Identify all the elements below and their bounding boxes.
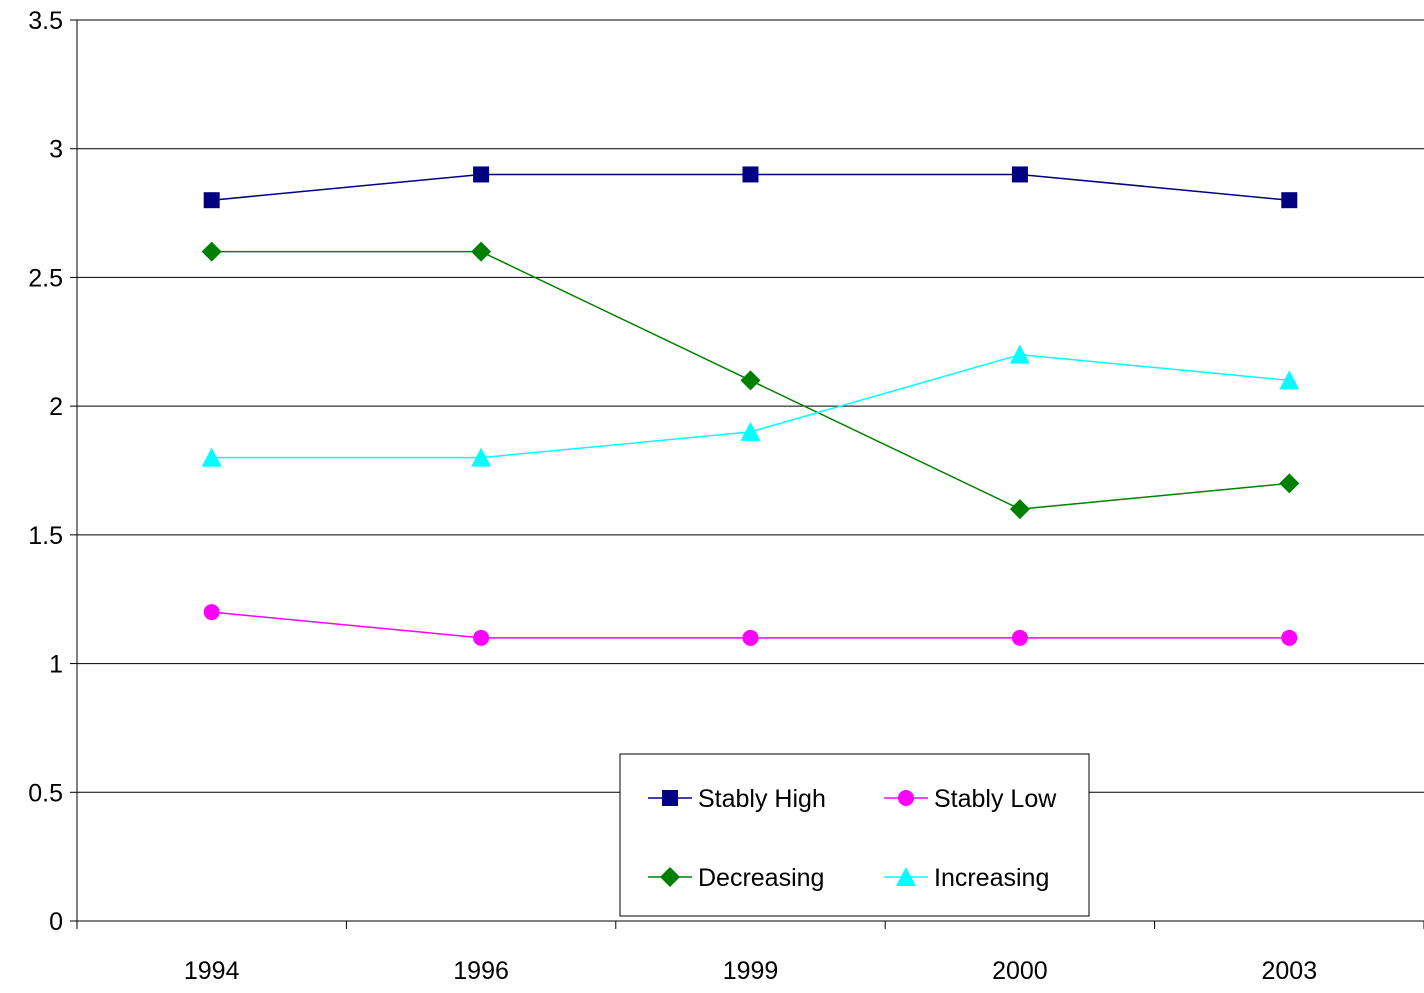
series-stably-high	[203, 166, 1298, 209]
y-tick-label-5: 2.5	[28, 264, 63, 292]
point-stably-high-2003	[1281, 192, 1298, 209]
legend-marker-increasing	[896, 867, 916, 886]
legend-marker-stably-low	[898, 790, 914, 806]
legend-label-stably-high: Stably High	[698, 785, 826, 813]
point-decreasing-1996	[471, 241, 492, 262]
point-stably-low-1996	[473, 629, 490, 646]
series-decreasing	[201, 241, 1300, 520]
axes: 0 0.5 1 1.5 2 2.5 3 3.5 1994 1996 1999 2000 2003	[28, 7, 1424, 985]
legend-marker-decreasing	[660, 867, 680, 887]
legend-item-decreasing: Decreasing	[648, 864, 824, 892]
point-increasing-2003	[1279, 370, 1300, 390]
point-decreasing-1999	[740, 370, 761, 391]
point-stably-low-2000	[1011, 629, 1028, 646]
point-stably-high-1999	[742, 166, 759, 183]
legend-label-increasing: Increasing	[934, 864, 1049, 892]
series	[201, 166, 1300, 646]
point-stably-low-1994	[203, 604, 220, 621]
y-tick-label-0: 0	[49, 908, 63, 936]
point-increasing-1994	[201, 447, 222, 467]
point-decreasing-2003	[1279, 473, 1300, 494]
point-stably-high-1996	[473, 166, 490, 183]
x-tick-label-1: 1996	[453, 957, 509, 985]
legend-item-stably-low: Stably Low	[884, 785, 1057, 813]
point-stably-high-1994	[203, 192, 220, 209]
point-increasing-1996	[471, 447, 492, 467]
legend-label-stably-low: Stably Low	[934, 785, 1057, 813]
point-increasing-1999	[740, 421, 761, 441]
legend: Stably High Stably Low Decreasing Increasin…	[619, 753, 1090, 917]
y-tick-label-1: 0.5	[28, 779, 63, 807]
point-stably-high-2000	[1011, 166, 1028, 183]
point-decreasing-2000	[1009, 499, 1030, 520]
legend-item-stably-high: Stably High	[648, 785, 826, 813]
y-tick-label-4: 2	[49, 393, 63, 421]
point-decreasing-1994	[201, 241, 222, 262]
x-tick-label-0: 1994	[184, 957, 240, 985]
y-tick-label-6: 3	[49, 136, 63, 164]
series-stably-low	[203, 604, 1298, 646]
point-stably-low-1999	[742, 629, 759, 646]
legend-item-increasing: Increasing	[884, 864, 1049, 892]
series-increasing	[201, 344, 1300, 467]
point-increasing-2000	[1009, 344, 1030, 364]
grid-lines	[77, 19, 1424, 793]
point-stably-low-2003	[1281, 629, 1298, 646]
legend-marker-stably-high	[662, 790, 678, 806]
y-tick-label-3: 1.5	[28, 522, 63, 550]
legend-box	[619, 753, 1090, 917]
x-tick-label-3: 2000	[992, 957, 1048, 985]
x-tick-label-2: 1999	[723, 957, 779, 985]
y-tick-label-7: 3.5	[28, 7, 63, 35]
y-tick-label-2: 1	[49, 651, 63, 679]
legend-label-decreasing: Decreasing	[698, 864, 824, 892]
x-tick-label-4: 2003	[1261, 957, 1317, 985]
